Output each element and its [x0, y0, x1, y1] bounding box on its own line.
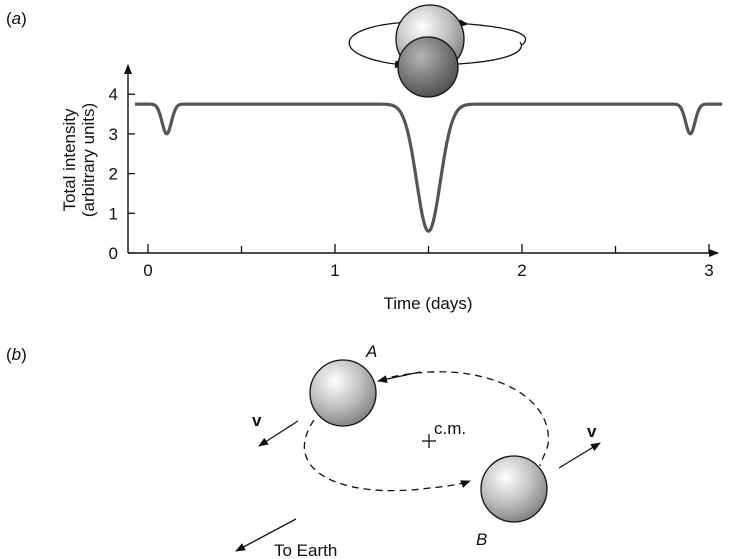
x-axis-ticks: 0 1 2 3	[143, 244, 714, 280]
orbit-arc-back	[458, 19, 527, 46]
star-b-icon	[480, 455, 548, 523]
center-of-mass-marker	[422, 434, 436, 448]
x-tick-label: 2	[517, 261, 526, 280]
foreground-star-icon	[397, 36, 459, 98]
x-tick-label: 3	[704, 261, 713, 280]
velocity-arrow-a	[258, 420, 299, 447]
star-a-label: A	[365, 342, 377, 361]
velocity-label-a: v	[252, 411, 262, 430]
x-tick-label: 1	[330, 261, 339, 280]
center-of-mass-label: c.m.	[434, 419, 466, 438]
eclipse-orbit-illustration	[348, 4, 527, 98]
x-axis-title: Time (days)	[383, 294, 472, 313]
y-tick-label: 1	[109, 204, 118, 223]
y-tick-label: 2	[109, 165, 118, 184]
star-b-label: B	[476, 530, 487, 549]
panel-a-label: (a)	[6, 9, 27, 28]
velocity-label-b: v	[587, 422, 597, 441]
orbit-arc-right	[457, 41, 523, 65]
earth-direction-label: To Earth	[274, 541, 337, 559]
y-tick-label: 3	[109, 125, 118, 144]
orbit-arc-left	[348, 21, 411, 69]
x-tick-label: 0	[143, 261, 152, 280]
earth-direction-arrow	[235, 518, 297, 552]
y-tick-label: 4	[109, 85, 118, 104]
panel-b-label: (b)	[6, 345, 27, 364]
orbit-arrow-a	[377, 371, 421, 384]
light-curve-chart: 0 1 2 3 4 0 1 2 3 Time (days) Total intensity (…	[60, 64, 723, 313]
star-a-icon	[309, 359, 377, 427]
velocity-arrow-b	[558, 442, 601, 469]
y-tick-label: 0	[109, 244, 118, 263]
y-axis-title-line2: (arbitrary units)	[79, 103, 98, 217]
light-curve-series	[134, 102, 723, 233]
orbit-diagram: A B v v c.m. To Earth	[235, 342, 601, 559]
orbit-path-dashed	[379, 371, 549, 467]
orbit-path-dashed-lower	[303, 419, 471, 492]
y-axis-title-line1: Total intensity	[60, 108, 79, 211]
y-axis-ticks: 0 1 2 3 4	[109, 85, 135, 263]
